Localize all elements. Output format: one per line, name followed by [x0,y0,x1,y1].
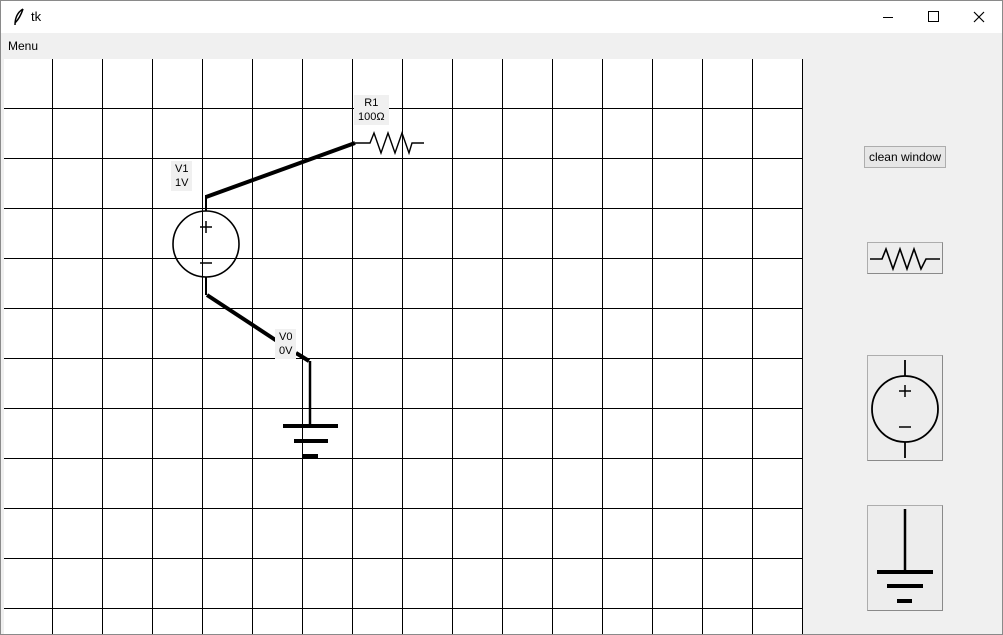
voltage-source-icon [871,360,939,458]
circuit-canvas[interactable]: R1 100Ω V1 1V V0 0V [4,59,803,634]
menu-bar: Menu [1,33,1002,59]
add-voltage-source-button[interactable] [867,355,943,461]
resistor-label: R1 100Ω [354,95,389,125]
canvas-grid [4,59,803,634]
circuit-drawing [172,130,424,458]
minimize-icon [883,17,893,18]
resistor-icon [870,246,940,272]
add-ground-button[interactable] [867,505,943,611]
voltage-source-label: V1 1V [171,161,193,191]
resistor-r1[interactable] [355,130,424,156]
resistor-name: R1 [364,97,379,109]
wire-source-to-resistor[interactable] [205,141,356,211]
window-title: tk [31,9,42,24]
ground-symbol[interactable] [283,424,338,458]
maximize-icon [928,11,939,22]
component-panel: clean window [803,59,1002,634]
maximize-button[interactable] [911,1,957,33]
close-button[interactable] [956,1,1002,33]
node-name: V0 [279,331,293,343]
menu-item-menu[interactable]: Menu [8,39,39,53]
ground-icon [877,509,933,603]
add-resistor-button[interactable] [867,242,943,274]
voltage-source-v1[interactable] [172,210,240,295]
resistor-value: 100Ω [358,111,385,123]
voltage-source-name: V1 [175,163,189,175]
node-value: 0V [279,345,293,357]
feather-icon [14,8,24,26]
close-icon [973,11,985,23]
wire-source-to-ground[interactable] [205,293,312,425]
node-label: V0 0V [275,329,297,359]
voltage-source-value: 1V [175,177,189,189]
title-bar[interactable]: tk [1,1,1002,33]
clean-window-button[interactable]: clean window [864,146,946,168]
minimize-button[interactable] [865,1,911,33]
